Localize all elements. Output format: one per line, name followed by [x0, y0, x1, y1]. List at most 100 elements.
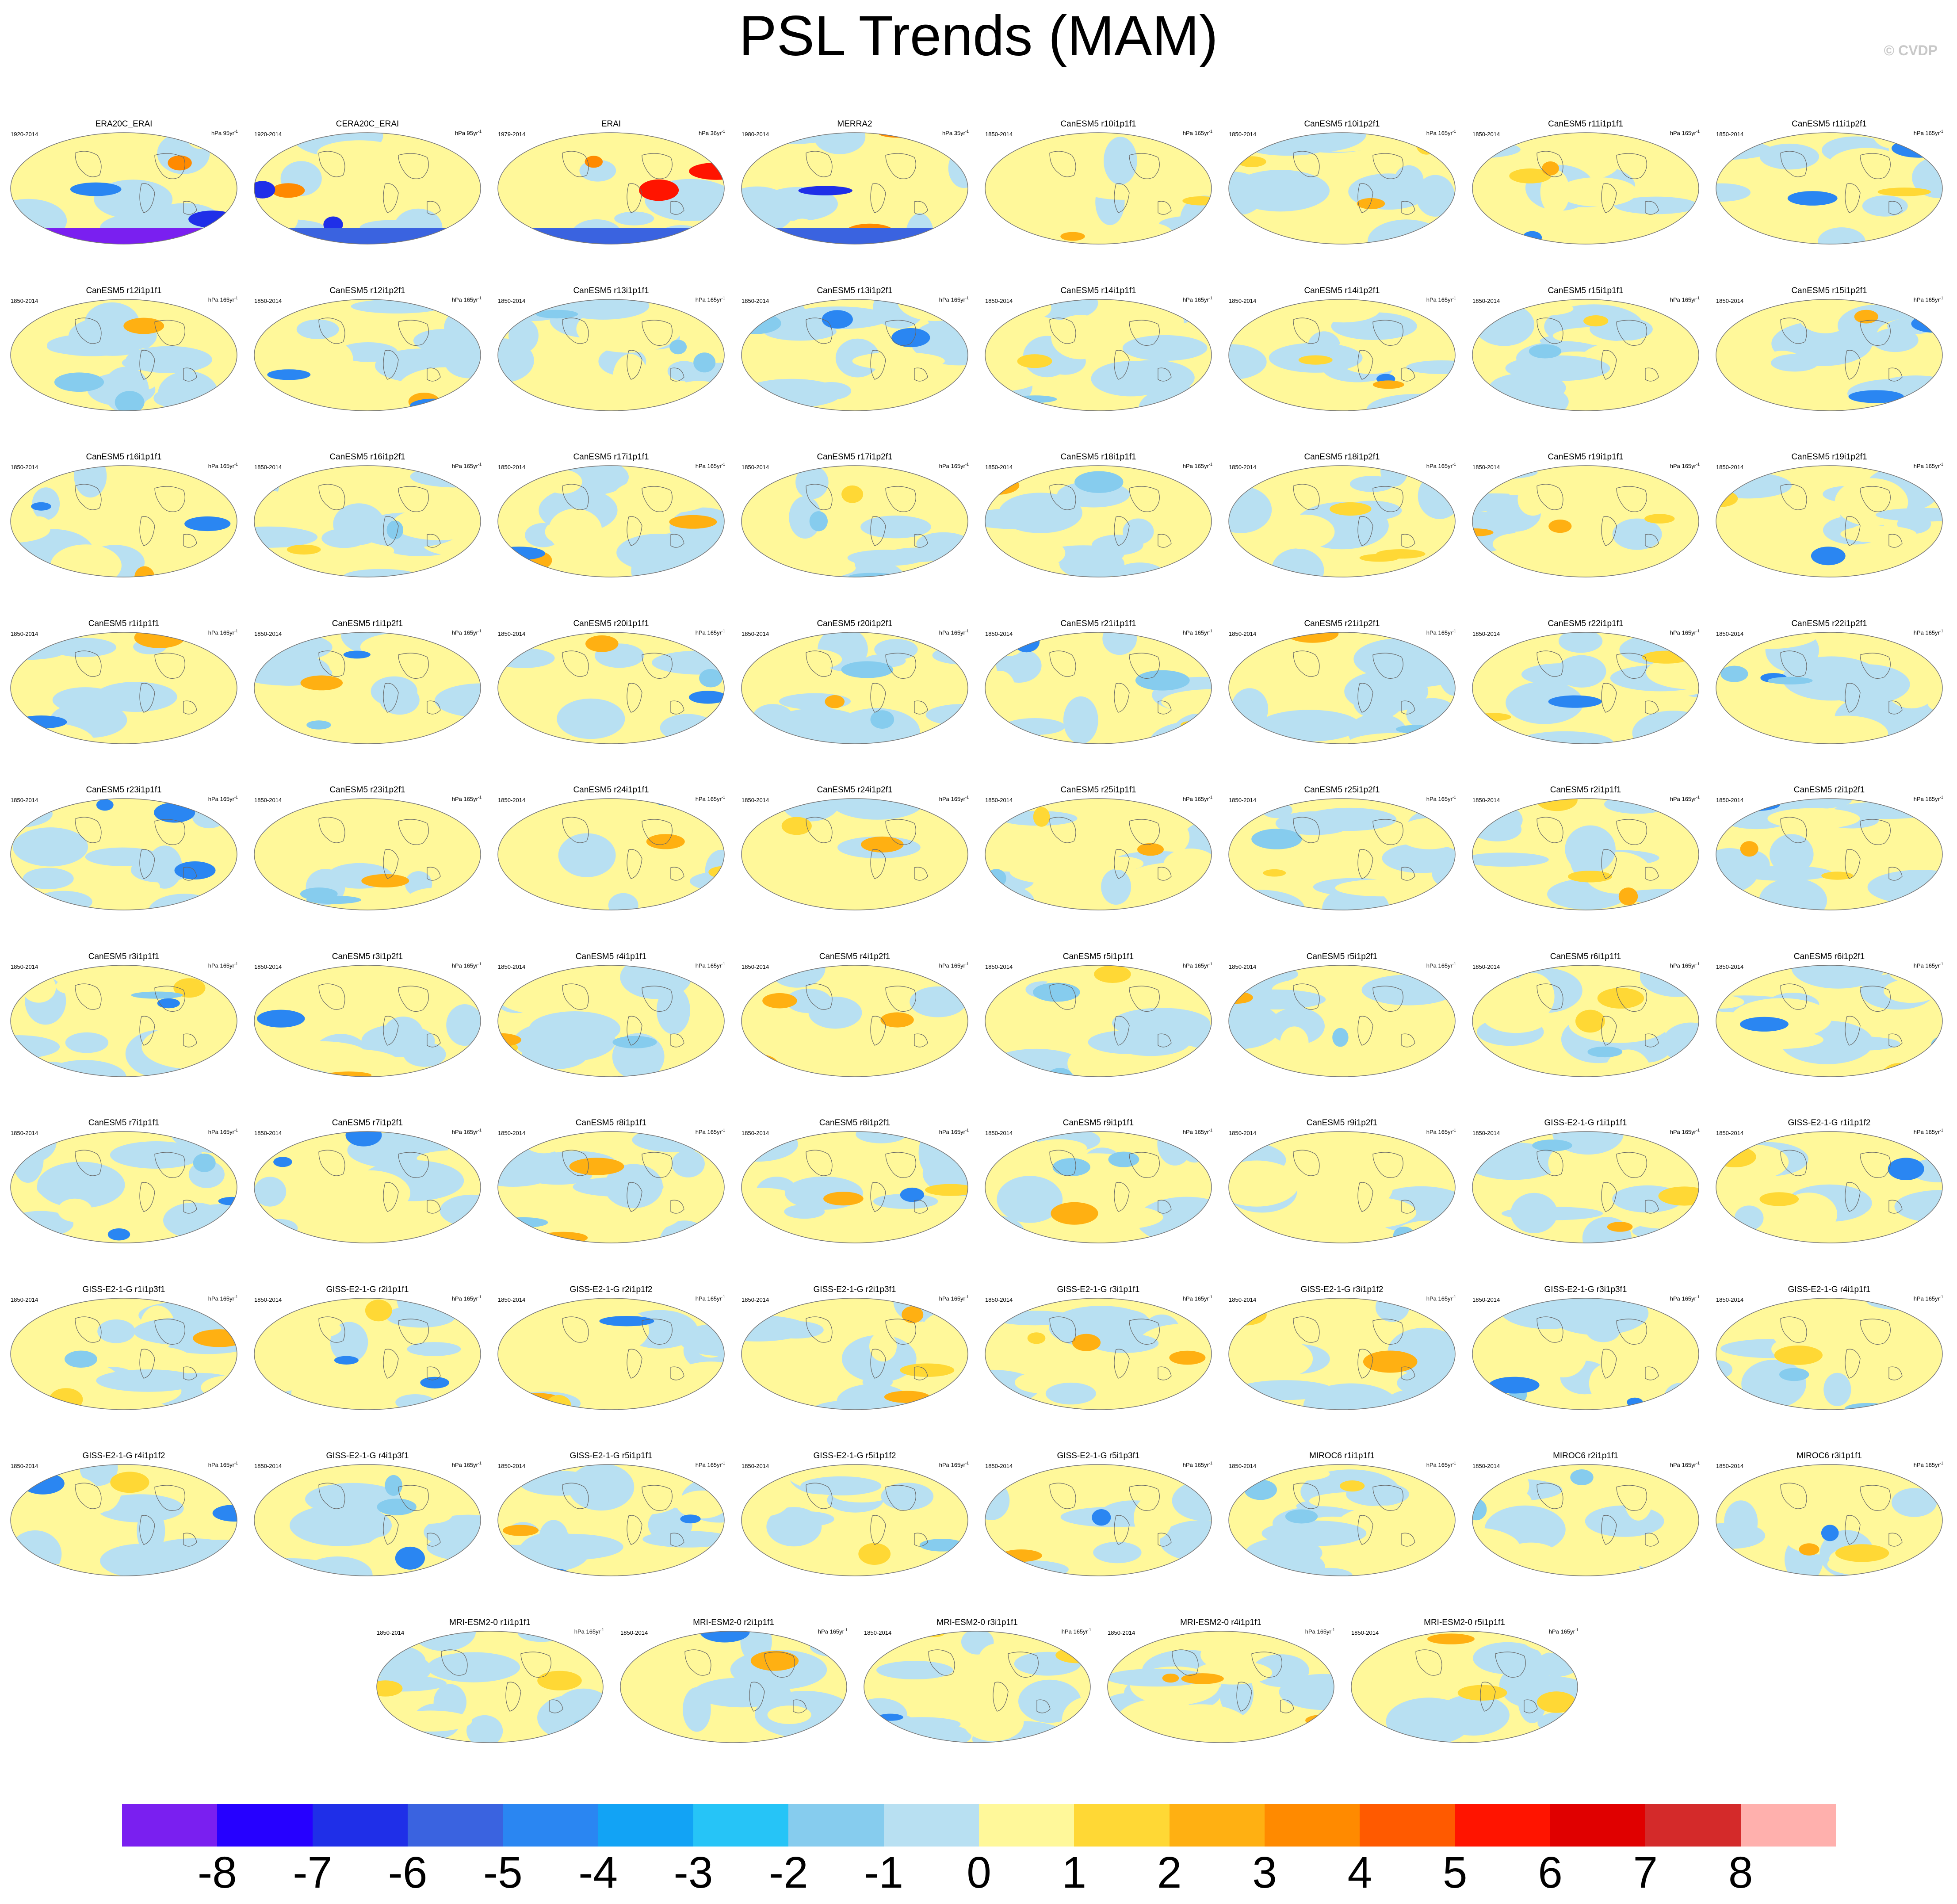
trend-region — [942, 133, 968, 151]
map-panel: CanESM5 r15i1p2f1 1850-2014 hPa 165yr-1 — [1710, 167, 1949, 411]
coastline — [806, 650, 833, 677]
coastline — [1645, 1200, 1659, 1214]
coastline — [154, 652, 185, 679]
panel-title: CanESM5 r2i1p2f1 — [1793, 785, 1865, 795]
coastline — [318, 817, 345, 843]
coastline — [1401, 534, 1415, 548]
coastline — [318, 317, 345, 344]
coastline — [562, 650, 589, 677]
trend-region — [1280, 1026, 1309, 1059]
map-plot — [10, 1464, 237, 1576]
coastline — [870, 1182, 886, 1212]
panel-period: 1850-2014 — [1229, 1130, 1257, 1136]
map-outline — [10, 465, 237, 577]
trend-region — [11, 516, 50, 543]
map-plot — [1107, 1630, 1334, 1743]
trend-region — [126, 346, 212, 373]
map-panel: CanESM5 r1i1p1f1 1850-2014 hPa 165yr-1 — [4, 500, 243, 744]
coastline — [885, 1485, 916, 1511]
trend-region — [818, 965, 874, 983]
map-panel: CanESM5 r18i1p1f1 1850-2014 hPa 165yr-1 — [979, 333, 1218, 577]
trend-extreme — [841, 485, 864, 503]
map-outline — [254, 465, 481, 577]
colorbar-swatch — [1550, 1804, 1646, 1847]
panel-units: hPa 165yr-1 — [1061, 1627, 1091, 1635]
panel-title: CanESM5 r14i1p1f1 — [1060, 286, 1136, 295]
map-panel: CanESM5 r19i1p2f1 1850-2014 hPa 165yr-1 — [1710, 333, 1949, 577]
coastline — [1845, 683, 1861, 713]
panel-period: 1850-2014 — [1472, 630, 1500, 637]
units-text: hPa 165yr — [574, 1628, 600, 1635]
trend-extreme — [599, 1315, 654, 1326]
panel-units: hPa 165yr-1 — [1670, 628, 1700, 636]
map-panel: CanESM5 r9i1p2f1 1850-2014 hPa 165yr-1 — [1223, 999, 1461, 1243]
units-text: hPa 165yr — [1182, 1461, 1209, 1468]
panel-units: hPa 165yr-1 — [1913, 795, 1943, 803]
trend-region — [49, 637, 117, 657]
coastline — [549, 1699, 563, 1713]
units-text: hPa 165yr — [1426, 1461, 1452, 1468]
units-text: hPa 165yr — [1670, 463, 1696, 470]
units-text: hPa 165yr — [1913, 962, 1940, 969]
trend-region — [153, 389, 186, 407]
coastline — [1495, 1651, 1526, 1678]
panel-title: GISS-E2-1-G r5i1p1f1 — [570, 1451, 653, 1460]
coastline — [1293, 1316, 1320, 1343]
coastline — [1780, 1316, 1807, 1343]
coastline — [427, 1366, 441, 1380]
trend-region — [1849, 524, 1887, 541]
trend-region — [55, 965, 159, 980]
panel-period: 1850-2014 — [985, 1296, 1013, 1303]
trend-region — [1474, 1338, 1520, 1365]
colorbar-swatch — [1740, 1804, 1836, 1847]
panel-title: CanESM5 r1i1p1f1 — [88, 619, 160, 628]
coastline — [885, 1152, 916, 1178]
coastline — [1293, 650, 1320, 677]
trend-extreme — [1472, 1499, 1487, 1521]
panel-units: hPa 165yr-1 — [451, 1461, 482, 1468]
map-outline — [1716, 298, 1943, 411]
trend-extreme — [1074, 471, 1124, 493]
trend-region — [759, 187, 838, 221]
panel-title: CanESM5 r3i1p1f1 — [88, 952, 160, 961]
coastline — [183, 1533, 197, 1547]
panel-title: CanESM5 r12i1p2f1 — [329, 286, 405, 295]
panel-period: 1850-2014 — [985, 464, 1013, 470]
trend-region — [1351, 1631, 1408, 1638]
map-outline — [254, 631, 481, 744]
trend-extreme — [1244, 1480, 1277, 1500]
coastline — [1357, 516, 1373, 546]
trend-region — [21, 972, 56, 1003]
colorbar-tick-label: -8 — [197, 1848, 237, 1897]
colorbar-tick-label: 4 — [1347, 1848, 1372, 1897]
trend-extreme — [131, 991, 183, 999]
map-plot — [1472, 132, 1699, 245]
coastline — [75, 484, 102, 510]
map-plot — [985, 631, 1212, 744]
trend-region — [74, 466, 107, 498]
trend-extreme — [656, 799, 690, 807]
map-plot — [497, 132, 725, 245]
trend-region — [1547, 1727, 1578, 1743]
trend-region — [1406, 360, 1455, 374]
trend-extreme — [1181, 1673, 1224, 1684]
trend-region — [1104, 856, 1144, 871]
coastline — [870, 350, 886, 380]
map-outline — [1228, 631, 1456, 744]
coastline — [928, 1649, 955, 1676]
panel-period: 1850-2014 — [985, 963, 1013, 970]
map-panel: CanESM5 r23i1p1f1 1850-2014 hPa 165yr-1 — [4, 666, 243, 910]
coastline — [1645, 1033, 1659, 1048]
coastline — [806, 317, 833, 344]
map-panel: CanESM5 r17i1p2f1 1850-2014 hPa 165yr-1 — [735, 333, 974, 577]
panel-period: 1850-2014 — [1472, 1463, 1500, 1469]
panel-period: 1979-2014 — [498, 131, 526, 138]
trend-region — [1612, 518, 1662, 550]
map-plot — [985, 1297, 1212, 1410]
colorbar-swatch — [122, 1804, 218, 1847]
trend-extreme — [365, 1299, 392, 1321]
map-plot — [620, 1630, 847, 1743]
units-text: hPa 165yr — [695, 1295, 722, 1302]
units-text: hPa 165yr — [451, 962, 478, 969]
panel-units: hPa 165yr-1 — [208, 295, 238, 303]
